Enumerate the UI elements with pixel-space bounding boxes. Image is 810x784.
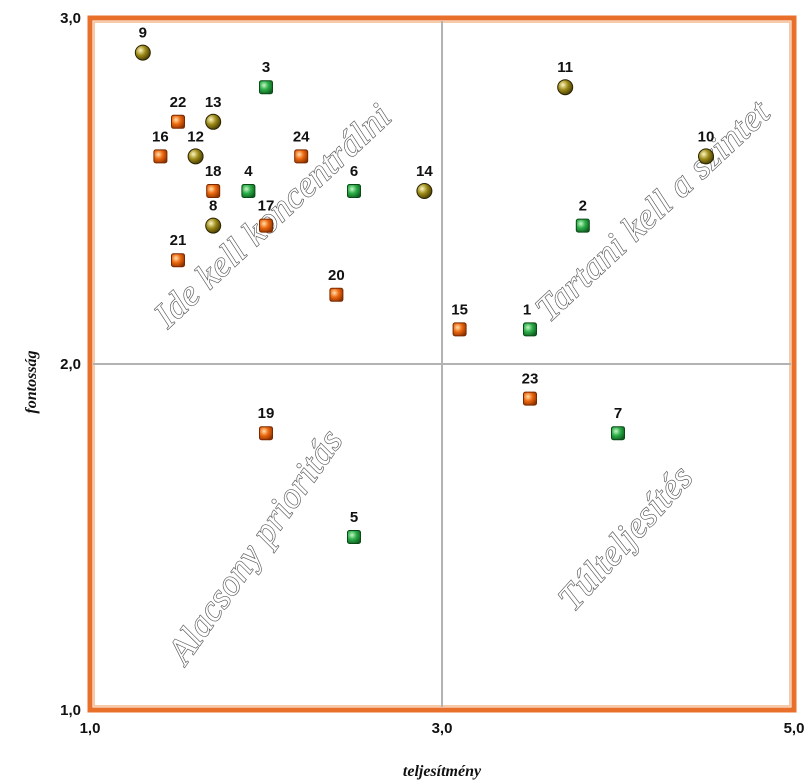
point-label: 3	[262, 59, 270, 76]
point-marker	[187, 148, 204, 165]
point-marker	[134, 44, 151, 61]
plot-frame	[87, 15, 797, 713]
data-point-24: 24	[293, 128, 310, 164]
data-point-10: 10	[698, 128, 715, 165]
point-marker	[523, 391, 537, 406]
point-label: 4	[244, 163, 253, 180]
point-marker	[294, 149, 309, 164]
y-tick-label: 3,0	[60, 10, 81, 27]
point-marker	[416, 183, 433, 199]
point-label: 14	[416, 163, 433, 180]
point-marker	[557, 79, 574, 96]
point-label: 21	[170, 232, 187, 249]
data-point-18: 18	[205, 163, 222, 198]
point-marker	[698, 148, 714, 165]
point-marker	[452, 322, 467, 337]
data-point-14: 14	[416, 163, 433, 199]
point-marker	[347, 530, 361, 544]
data-point-4: 4	[241, 163, 256, 198]
data-point-7: 7	[611, 405, 625, 441]
y-axis-title: fontosság	[23, 350, 40, 413]
point-marker	[347, 184, 361, 198]
data-point-22: 22	[170, 94, 187, 129]
x-tick-label: 1,0	[80, 720, 101, 737]
data-point-6: 6	[347, 163, 361, 198]
point-label: 18	[205, 163, 222, 180]
data-point-13: 13	[205, 94, 222, 130]
data-point-11: 11	[557, 59, 574, 96]
point-marker	[241, 184, 256, 198]
point-label: 5	[350, 509, 358, 526]
data-point-8: 8	[205, 198, 222, 234]
point-label: 23	[522, 371, 539, 388]
point-label: 12	[187, 128, 204, 145]
point-label: 6	[350, 163, 358, 180]
point-marker	[205, 217, 222, 234]
data-point-20: 20	[328, 267, 345, 302]
point-label: 20	[328, 267, 345, 284]
point-label: 15	[451, 301, 468, 318]
data-point-17: 17	[258, 198, 275, 233]
point-label: 1	[523, 301, 531, 318]
point-marker	[259, 80, 273, 95]
point-marker	[206, 184, 221, 198]
x-tick-label: 5,0	[784, 720, 805, 737]
data-point-23: 23	[522, 371, 539, 406]
data-point-2: 2	[575, 198, 590, 233]
data-point-15: 15	[451, 301, 468, 337]
y-tick-label: 1,0	[60, 702, 81, 719]
point-label: 8	[209, 198, 217, 215]
point-marker	[611, 426, 625, 441]
point-marker	[329, 287, 344, 302]
point-marker	[575, 218, 590, 233]
quadrant-label-bottom-right: Túlteljesítés	[550, 457, 701, 618]
quadrant-label-bottom-left: Alacsony prioritás	[158, 421, 350, 672]
data-point-19: 19	[258, 405, 275, 441]
point-marker	[259, 426, 273, 441]
point-label: 19	[258, 405, 275, 422]
point-label: 9	[139, 25, 147, 42]
quadrant-label-top-left: Ide kell koncentrálni	[145, 95, 399, 335]
point-label: 2	[579, 198, 587, 215]
data-point-5: 5	[347, 509, 361, 544]
x-tick-label: 3,0	[432, 720, 453, 737]
point-label: 13	[205, 94, 222, 111]
quadrant-label-top-right: Tartani kell a szintet	[527, 91, 777, 328]
point-marker	[171, 114, 185, 129]
point-marker	[153, 149, 168, 164]
data-point-16: 16	[152, 128, 169, 164]
point-label: 11	[557, 59, 573, 76]
point-label: 24	[293, 128, 310, 145]
data-point-3: 3	[259, 59, 273, 95]
point-label: 16	[152, 128, 169, 145]
point-marker	[205, 113, 222, 130]
point-label: 22	[170, 94, 187, 111]
data-point-12: 12	[187, 128, 204, 165]
point-label: 17	[258, 198, 275, 215]
data-point-21: 21	[170, 232, 187, 268]
point-label: 7	[614, 405, 622, 422]
data-point-1: 1	[523, 301, 537, 337]
point-marker	[171, 253, 185, 268]
point-marker	[259, 218, 273, 233]
point-marker	[523, 322, 537, 337]
data-point-9: 9	[134, 25, 151, 61]
point-label: 10	[698, 128, 715, 145]
y-tick-label: 2,0	[60, 356, 81, 373]
x-axis-title: teljesítmény	[403, 763, 482, 780]
